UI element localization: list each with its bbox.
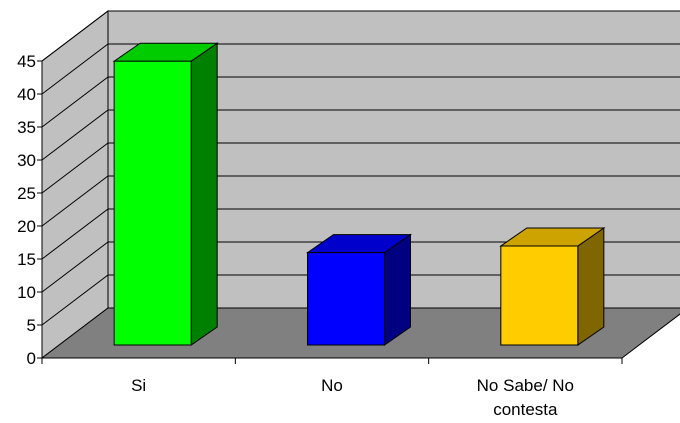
y-tick-label: 0 (27, 349, 36, 368)
bar-side (577, 227, 605, 346)
gridline (41, 241, 680, 293)
y-tick-label: 15 (17, 250, 36, 269)
gridline (41, 76, 680, 128)
gridline (41, 10, 680, 62)
gridline (41, 274, 680, 326)
y-tick-label: 40 (17, 85, 36, 104)
gridlines (41, 10, 680, 326)
y-tick-label: 45 (17, 52, 36, 71)
x-tick-label: Si (131, 376, 146, 395)
side-wall (41, 9, 109, 360)
gridline (41, 175, 680, 227)
y-tick-labels: 0 5 10 15 20 25 30 35 40 45 (17, 52, 36, 368)
y-tick-label: 35 (17, 118, 36, 137)
bars (112, 42, 606, 346)
y-tick-label: 25 (17, 184, 36, 203)
gridline (41, 109, 680, 161)
y-tick-label: 30 (17, 151, 36, 170)
bar (307, 252, 385, 346)
gridline (41, 43, 680, 95)
bar-side (384, 233, 411, 346)
bar (113, 60, 192, 346)
axes (37, 60, 623, 364)
y-tick-label: 20 (17, 217, 36, 236)
y-tick-label: 5 (27, 316, 36, 335)
x-tick-labels: Si No No Sabe/ No contesta (131, 376, 574, 419)
bar-side (190, 42, 218, 346)
x-tick-label: No (321, 376, 343, 395)
gridline (41, 142, 680, 194)
y-tick-label: 10 (17, 283, 36, 302)
gridline (41, 208, 680, 260)
x-tick-label: No Sabe/ No contesta (477, 376, 574, 419)
bar (500, 245, 579, 346)
